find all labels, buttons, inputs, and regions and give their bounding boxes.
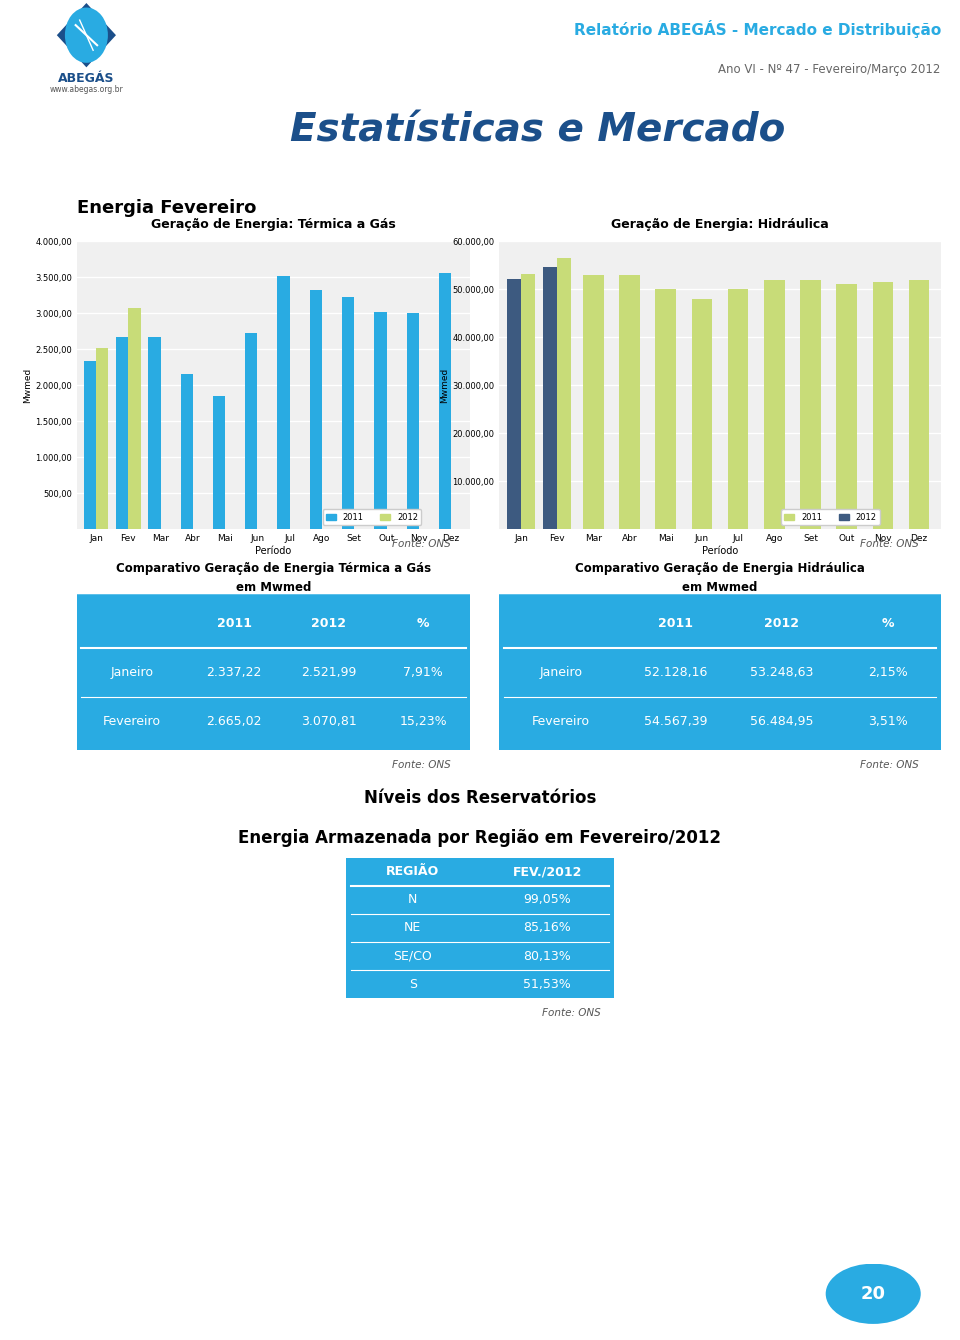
Text: Fonte: ONS: Fonte: ONS [860,760,919,770]
Text: Energia Armazenada por Região em Fevereiro/2012: Energia Armazenada por Região em Feverei… [238,829,722,847]
X-axis label: Período: Período [702,545,738,556]
Text: 99,05%: 99,05% [523,894,571,906]
Text: Comparativo Geração de Energia Hidráulica: Comparativo Geração de Energia Hidráulic… [575,561,865,575]
Ellipse shape [826,1264,921,1324]
Text: Fonte: ONS: Fonte: ONS [542,1008,601,1018]
Text: 7,91%: 7,91% [403,666,444,679]
Text: Geração de Energia: Hidráulica: Geração de Energia: Hidráulica [612,218,828,232]
Polygon shape [57,3,116,67]
Bar [96,347,108,529]
Text: em Mwmed: em Mwmed [683,582,757,595]
Bar [909,280,929,529]
Ellipse shape [65,8,108,63]
Y-axis label: Mwmed: Mwmed [441,367,449,403]
Bar [342,296,354,529]
Text: FEV./2012: FEV./2012 [513,866,582,878]
Text: 54.567,39: 54.567,39 [644,716,708,729]
Bar [149,336,160,529]
Text: S: S [409,978,417,990]
Text: Relatório ABEGÁS - Mercado e Distribuição: Relatório ABEGÁS - Mercado e Distribuiçã… [573,20,941,38]
Bar [521,273,535,529]
Bar [583,275,604,529]
Bar [728,289,749,529]
Text: 56.484,95: 56.484,95 [750,716,813,729]
Text: 3.070,81: 3.070,81 [300,716,356,729]
Bar [836,284,857,529]
Text: 3,51%: 3,51% [868,716,908,729]
Bar [691,299,712,529]
Text: %: % [417,616,429,630]
Text: ABEGÁS: ABEGÁS [59,72,114,86]
Bar [310,291,322,529]
Bar [764,280,784,529]
Bar [619,275,639,529]
Text: 2012: 2012 [764,616,800,630]
Text: www.abegas.org.br: www.abegas.org.br [50,86,123,94]
Text: 51,53%: 51,53% [523,978,571,990]
Text: 2011: 2011 [659,616,693,630]
FancyBboxPatch shape [69,595,478,750]
Text: REGIÃO: REGIÃO [386,866,440,878]
Text: Geração de Energia: Térmica a Gás: Geração de Energia: Térmica a Gás [152,218,396,232]
Y-axis label: Mwmed: Mwmed [23,367,33,403]
Bar [557,259,571,529]
Bar [873,281,893,529]
Text: Fevereiro: Fevereiro [103,716,161,729]
Text: Estatísticas e Mercado: Estatísticas e Mercado [290,111,785,150]
Text: 15,23%: 15,23% [399,716,447,729]
Text: N: N [408,894,418,906]
Text: 2,15%: 2,15% [868,666,908,679]
Legend: 2011, 2012: 2011, 2012 [323,509,421,525]
Text: NE: NE [404,922,421,934]
Bar [801,280,821,529]
Text: %: % [881,616,894,630]
Text: Fonte: ONS: Fonte: ONS [392,760,451,770]
Text: Janeiro: Janeiro [110,666,154,679]
Text: Comparativo Geração de Energia Térmica a Gás: Comparativo Geração de Energia Térmica a… [116,561,431,575]
Text: 52.128,16: 52.128,16 [644,666,708,679]
Text: Ano VI - Nº 47 - Fevereiro/Março 2012: Ano VI - Nº 47 - Fevereiro/Março 2012 [718,63,941,76]
Text: 2.665,02: 2.665,02 [206,716,262,729]
Bar [543,267,557,529]
Text: 20: 20 [861,1285,886,1302]
Legend: 2011, 2012: 2011, 2012 [781,509,879,525]
Bar [656,289,676,529]
Bar [129,308,141,529]
Text: 2.337,22: 2.337,22 [206,666,262,679]
Text: Fonte: ONS: Fonte: ONS [860,539,919,549]
Bar [277,276,290,529]
Text: Níveis dos Reservatórios: Níveis dos Reservatórios [364,789,596,807]
Bar [84,360,96,529]
Text: 85,16%: 85,16% [523,922,571,934]
Text: Janeiro: Janeiro [540,666,583,679]
Bar [116,338,129,529]
X-axis label: Período: Período [255,545,292,556]
Bar [180,374,193,529]
Text: 2011: 2011 [217,616,252,630]
Text: em Mwmed: em Mwmed [236,582,311,595]
Text: Energia Fevereiro: Energia Fevereiro [77,198,256,217]
Text: Fonte: ONS: Fonte: ONS [392,539,451,549]
Text: SE/CO: SE/CO [394,950,432,962]
Bar [213,397,226,529]
Text: 2012: 2012 [311,616,347,630]
Text: Fevereiro: Fevereiro [532,716,590,729]
Bar [507,279,521,529]
Bar [245,334,257,529]
Text: 53.248,63: 53.248,63 [750,666,813,679]
Bar [406,314,419,529]
Bar [439,273,451,529]
FancyBboxPatch shape [491,595,949,750]
Bar [374,312,387,529]
Text: 80,13%: 80,13% [523,950,571,962]
FancyBboxPatch shape [338,854,622,1002]
Text: 2.521,99: 2.521,99 [301,666,356,679]
